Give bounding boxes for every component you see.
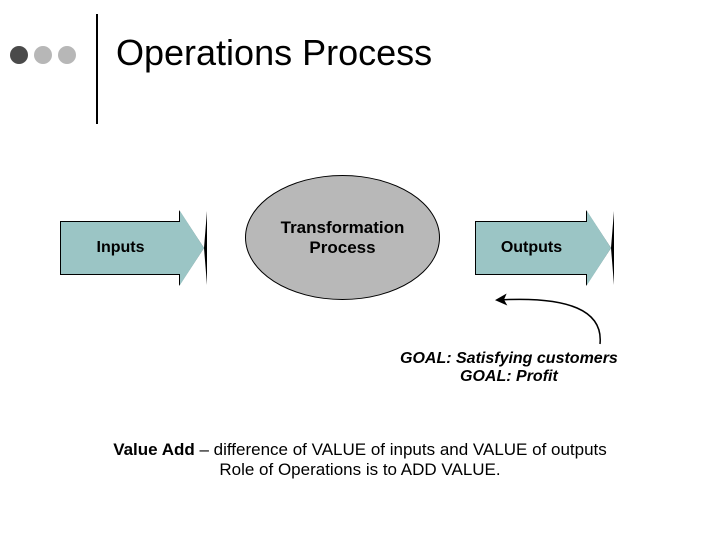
goal-text: GOAL: Satisfying customers GOAL: Profit (400, 350, 618, 386)
transformation-label-1: Transformation (281, 218, 405, 238)
footer-line-1-rest: – difference of VALUE of inputs and VALU… (195, 440, 607, 459)
slide-title: Operations Process (116, 32, 432, 74)
footer-text: Value Add – difference of VALUE of input… (0, 440, 720, 480)
outputs-node: Outputs (475, 211, 614, 285)
dot-2 (34, 46, 52, 64)
goal-arrow (480, 292, 620, 352)
dot-1 (10, 46, 28, 64)
slide-header: Operations Process (10, 14, 432, 124)
outputs-label: Outputs (501, 239, 562, 257)
goal-line-2: GOAL: Profit (400, 368, 618, 386)
vertical-divider (96, 14, 98, 124)
footer-line-2: Role of Operations is to ADD VALUE. (0, 460, 720, 480)
transformation-label-2: Process (281, 238, 405, 258)
footer-line-1: Value Add – difference of VALUE of input… (0, 440, 720, 460)
inputs-node: Inputs (60, 211, 207, 285)
outputs-arrowhead (587, 211, 614, 285)
inputs-arrowhead (180, 211, 207, 285)
decorative-dots (10, 46, 76, 64)
goal-line-1: GOAL: Satisfying customers (400, 350, 618, 368)
dot-3 (58, 46, 76, 64)
inputs-label: Inputs (97, 239, 145, 257)
value-add-bold: Value Add (113, 440, 195, 459)
transformation-node: Transformation Process (245, 175, 440, 300)
